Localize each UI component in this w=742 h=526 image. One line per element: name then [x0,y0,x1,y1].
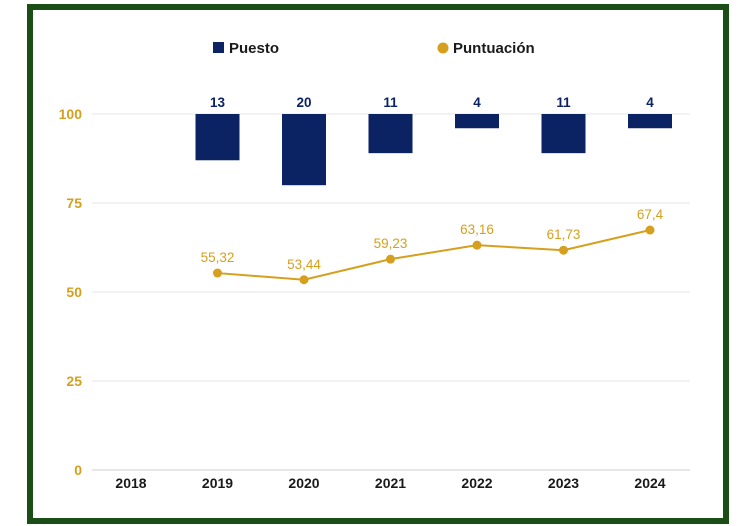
y-tick-label: 50 [66,284,82,300]
puntuacion-point [645,225,655,235]
puntuacion-point-label: 63,16 [460,222,494,237]
puesto-bar-label: 20 [296,95,311,110]
puntuacion-point [299,275,309,285]
puntuacion-point [559,245,568,255]
legend-puntuacion-swatch [437,42,449,54]
grid-lines [92,113,690,471]
y-tick-label: 0 [74,462,82,478]
puesto-bar-label: 11 [383,95,398,110]
puntuacion-line [213,225,655,285]
puesto-bar-label: 4 [473,95,481,110]
puntuacion-line-path [217,229,651,281]
puesto-bar [455,114,499,129]
puesto-bar-label: 11 [556,95,571,110]
x-tick-label: 2023 [548,475,579,491]
puntuacion-point [386,254,395,264]
puesto-bar [195,114,240,161]
chart-frame [27,4,729,524]
x-tick-label: 2022 [461,475,492,491]
legend-puntuacion-label: Puntuación [453,40,535,57]
x-tick-label: 2020 [288,475,319,491]
x-tick-label: 2019 [202,475,233,491]
chart-labels: 0 25 50 75 100 2018 2019 2020 2021 2022 2023 2024 13… [59,95,666,491]
puesto-bar [282,114,326,186]
x-tick-label: 2018 [115,475,146,491]
legend-puesto-swatch [213,42,224,53]
puesto-bar [368,114,413,154]
puesto-bars [195,114,672,186]
legend: Puesto Puntuación [213,40,535,57]
legend-puesto-label: Puesto [229,40,279,57]
puntuacion-point-label: 67,4 [637,207,664,222]
y-tick-label: 75 [66,195,82,211]
y-tick-label: 100 [59,106,83,122]
puesto-bar-label: 4 [646,95,654,110]
puntuacion-point-label: 55,32 [201,250,235,265]
puntuacion-point [213,268,222,278]
puesto-bar [541,114,586,154]
x-tick-label: 2024 [634,475,665,491]
puntuacion-point-label: 59,23 [374,236,408,251]
puntuacion-point-label: 61,73 [547,227,581,242]
puntuacion-point-label: 53,44 [287,257,321,272]
puntuacion-point [472,240,482,250]
puesto-bar-label: 13 [210,95,226,110]
y-tick-label: 25 [66,373,82,389]
puesto-bar [628,114,672,129]
x-tick-label: 2021 [375,475,406,491]
